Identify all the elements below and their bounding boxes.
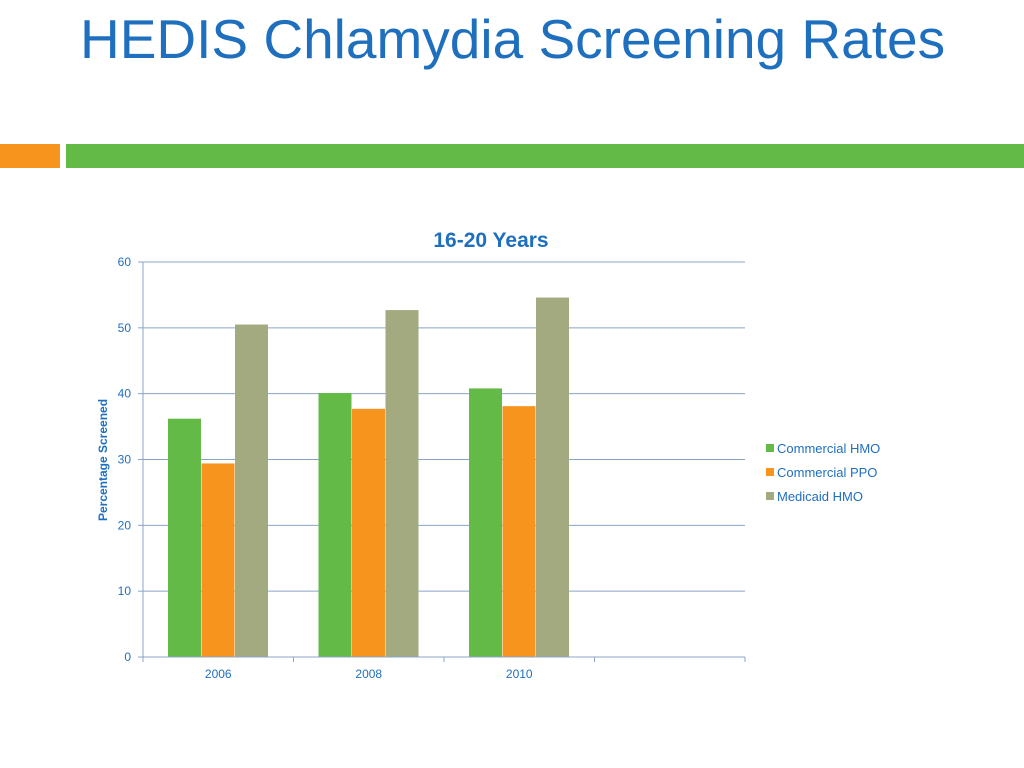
x-tick-label: 2010 bbox=[506, 667, 533, 681]
chart-title: 16-20 Years bbox=[433, 229, 548, 252]
x-tick-label: 2006 bbox=[205, 667, 232, 681]
legend-item: Medicaid HMO bbox=[766, 484, 880, 508]
title-accent-bar-green bbox=[66, 144, 1024, 168]
legend-item: Commercial HMO bbox=[766, 436, 880, 460]
y-axis-label: Percentage Screened bbox=[96, 399, 110, 521]
bars bbox=[168, 297, 569, 657]
legend: Commercial HMO Commercial PPO Medicaid HMO bbox=[766, 436, 880, 508]
y-tick-label: 60 bbox=[118, 255, 132, 269]
bar-commercial-hmo-2006 bbox=[168, 418, 201, 657]
bar-commercial-hmo-2008 bbox=[318, 393, 352, 657]
y-tick-label: 20 bbox=[118, 518, 132, 532]
title-accent-bar-orange bbox=[0, 144, 60, 168]
slide-title: HEDIS Chlamydia Screening Rates bbox=[80, 8, 946, 70]
x-tick-label: 2008 bbox=[355, 667, 382, 681]
bar-commercial-ppo-2010 bbox=[502, 406, 536, 657]
legend-label: Medicaid HMO bbox=[777, 488, 863, 504]
legend-item: Commercial PPO bbox=[766, 460, 880, 484]
legend-swatch bbox=[766, 468, 774, 476]
legend-label: Commercial HMO bbox=[777, 440, 881, 456]
legend-swatch bbox=[766, 444, 774, 452]
bar-commercial-ppo-2006 bbox=[201, 463, 235, 657]
bar-medicaid-hmo-2008 bbox=[385, 310, 419, 657]
legend-swatch bbox=[766, 492, 774, 500]
y-tick-label: 30 bbox=[118, 453, 132, 467]
bar-commercial-hmo-2010 bbox=[469, 388, 502, 657]
legend-label: Commercial PPO bbox=[777, 464, 878, 480]
y-tick-label: 50 bbox=[118, 321, 132, 335]
y-tick-label: 10 bbox=[118, 584, 132, 598]
y-tick-label: 40 bbox=[118, 387, 132, 401]
bar-medicaid-hmo-2010 bbox=[536, 297, 569, 657]
axes: 0 10 20 30 40 50 60 2006 2008 2010 bbox=[118, 255, 746, 681]
bar-commercial-ppo-2008 bbox=[352, 408, 385, 657]
y-tick-label: 0 bbox=[124, 650, 131, 664]
bar-medicaid-hmo-2006 bbox=[235, 324, 268, 657]
